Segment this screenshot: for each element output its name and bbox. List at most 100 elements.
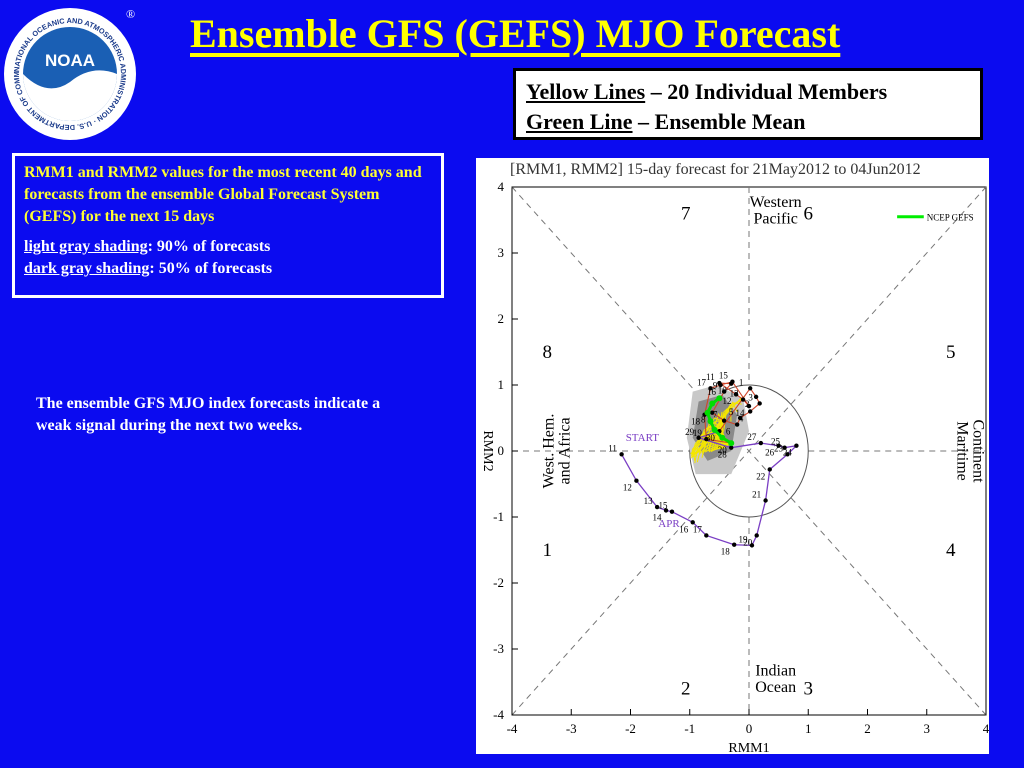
ensemble-mean-point	[709, 400, 716, 407]
x-tick-label: -3	[566, 721, 577, 736]
observed-point-label: 9	[713, 381, 718, 391]
observed-point-label: 19	[693, 428, 703, 438]
observed-point	[663, 508, 669, 513]
observed-point-label: 11	[608, 443, 617, 453]
dark-shading-label: dark gray shading	[24, 260, 150, 277]
observed-point	[634, 478, 639, 483]
ensemble-member-line	[696, 420, 732, 463]
phase-label: 7	[681, 203, 691, 224]
observed-point	[721, 418, 727, 423]
observed-point	[753, 394, 759, 400]
region-label-left: West. Hem.	[540, 414, 557, 489]
observed-point-label: 17	[697, 377, 707, 387]
observed-point-label: 24	[783, 448, 793, 458]
ensemble-member-line	[701, 417, 732, 459]
observed-point	[747, 386, 753, 391]
region-label-right: Continent	[969, 419, 986, 483]
y-tick-label: -1	[493, 509, 504, 524]
yellow-lines-label: Yellow Lines	[526, 79, 646, 104]
observed-point	[763, 498, 768, 503]
observed-point	[734, 422, 740, 427]
observed-point-label: 25	[771, 437, 781, 447]
logo-gull	[23, 70, 117, 121]
observed-point-label: 23	[774, 443, 784, 453]
region-label-top: Pacific	[753, 210, 797, 227]
observed-point-label: 18	[721, 547, 731, 557]
observed-point-label: 20	[743, 537, 753, 547]
x-tick-label: 0	[746, 721, 753, 736]
ensemble-mean-point	[707, 418, 714, 425]
observed-point	[746, 403, 752, 409]
observed-point-label: 2	[745, 399, 750, 409]
observed-point	[757, 401, 762, 406]
unit-circle	[689, 384, 809, 518]
phase-label: 2	[681, 679, 691, 700]
y-tick-label: 3	[498, 245, 505, 260]
observed-point-label: 5	[729, 407, 734, 417]
observed-point	[729, 445, 734, 450]
observed-point-label: 12	[623, 483, 632, 493]
legend-entry-label: NCEP GEFS	[927, 213, 974, 223]
observed-point-label: 30	[706, 433, 716, 443]
observed-point-label: 6	[726, 427, 731, 437]
observed-point-label: 14	[736, 408, 746, 418]
observed-point-label: 28	[718, 450, 728, 460]
observed-point	[708, 386, 713, 391]
registered-mark: ®	[126, 7, 135, 21]
observed-point	[754, 533, 759, 538]
forecast-note: The ensemble GFS MJO index forecasts ind…	[36, 395, 381, 434]
y-tick-label: 4	[498, 179, 505, 194]
legend-box: Yellow Lines – 20 Individual Members Gre…	[513, 68, 983, 140]
ensemble-mean-point	[719, 434, 726, 441]
diagonal-guide	[511, 186, 987, 716]
observed-point	[758, 440, 764, 446]
y-tick-label: -4	[493, 707, 504, 722]
observed-point	[704, 533, 709, 538]
observed-point-label: 19	[738, 534, 748, 544]
observed-point-label: 15	[658, 501, 668, 511]
observed-point-label: 18	[691, 417, 701, 427]
x-tick-label: -4	[507, 721, 518, 736]
observed-point-label: 3	[748, 392, 753, 402]
observed-point-label: 22	[756, 471, 765, 481]
month-marker-label: APR	[658, 518, 680, 530]
observed-point	[737, 415, 743, 421]
region-label-left: and Africa	[556, 417, 573, 484]
observed-point	[731, 542, 737, 547]
observed-point	[749, 543, 755, 548]
mjo-phase-diagram: [RMM1, RMM2] 15-day forecast for 21May20…	[476, 158, 989, 754]
observed-point	[696, 435, 701, 440]
observed-point-label: 10	[718, 386, 728, 396]
observed-point-label: 1	[739, 377, 744, 387]
observed-point	[654, 504, 660, 510]
observed-point	[669, 509, 675, 514]
observed-point-label: 11	[706, 372, 715, 382]
phase-label: 1	[543, 540, 553, 561]
observed-point-label: 27	[747, 432, 757, 442]
observed-point-label: 7	[713, 410, 718, 420]
x-tick-label: -1	[684, 721, 695, 736]
observed-point	[710, 410, 715, 415]
observed-point-label: 14	[653, 512, 663, 522]
observed-point-label: 8	[701, 415, 706, 425]
start-marker-label: START	[626, 432, 660, 444]
observed-point-label: 16	[679, 524, 689, 534]
x-tick-label: 2	[864, 721, 871, 736]
observed-point-label: 12	[722, 396, 731, 406]
region-label-bottom: Ocean	[755, 679, 796, 696]
observed-point	[733, 392, 739, 397]
x-axis-label: RMM1	[728, 741, 769, 754]
description-box: RMM1 and RMM2 values for the most recent…	[12, 153, 444, 298]
x-tick-label: 4	[983, 721, 989, 736]
y-axis-label: RMM2	[480, 430, 495, 471]
observed-point-label: 29	[685, 427, 695, 437]
x-tick-label: 3	[924, 721, 931, 736]
observed-point	[747, 409, 753, 414]
region-label-right: Maritime	[953, 421, 970, 481]
x-tick-label: -2	[625, 721, 636, 736]
green-line-label: Green Line	[526, 109, 633, 134]
ensemble-mean-point	[704, 409, 711, 416]
observed-point-label: 16	[707, 387, 717, 397]
light-shading-text: : 90% of forecasts	[147, 238, 271, 255]
observed-point	[785, 452, 790, 457]
